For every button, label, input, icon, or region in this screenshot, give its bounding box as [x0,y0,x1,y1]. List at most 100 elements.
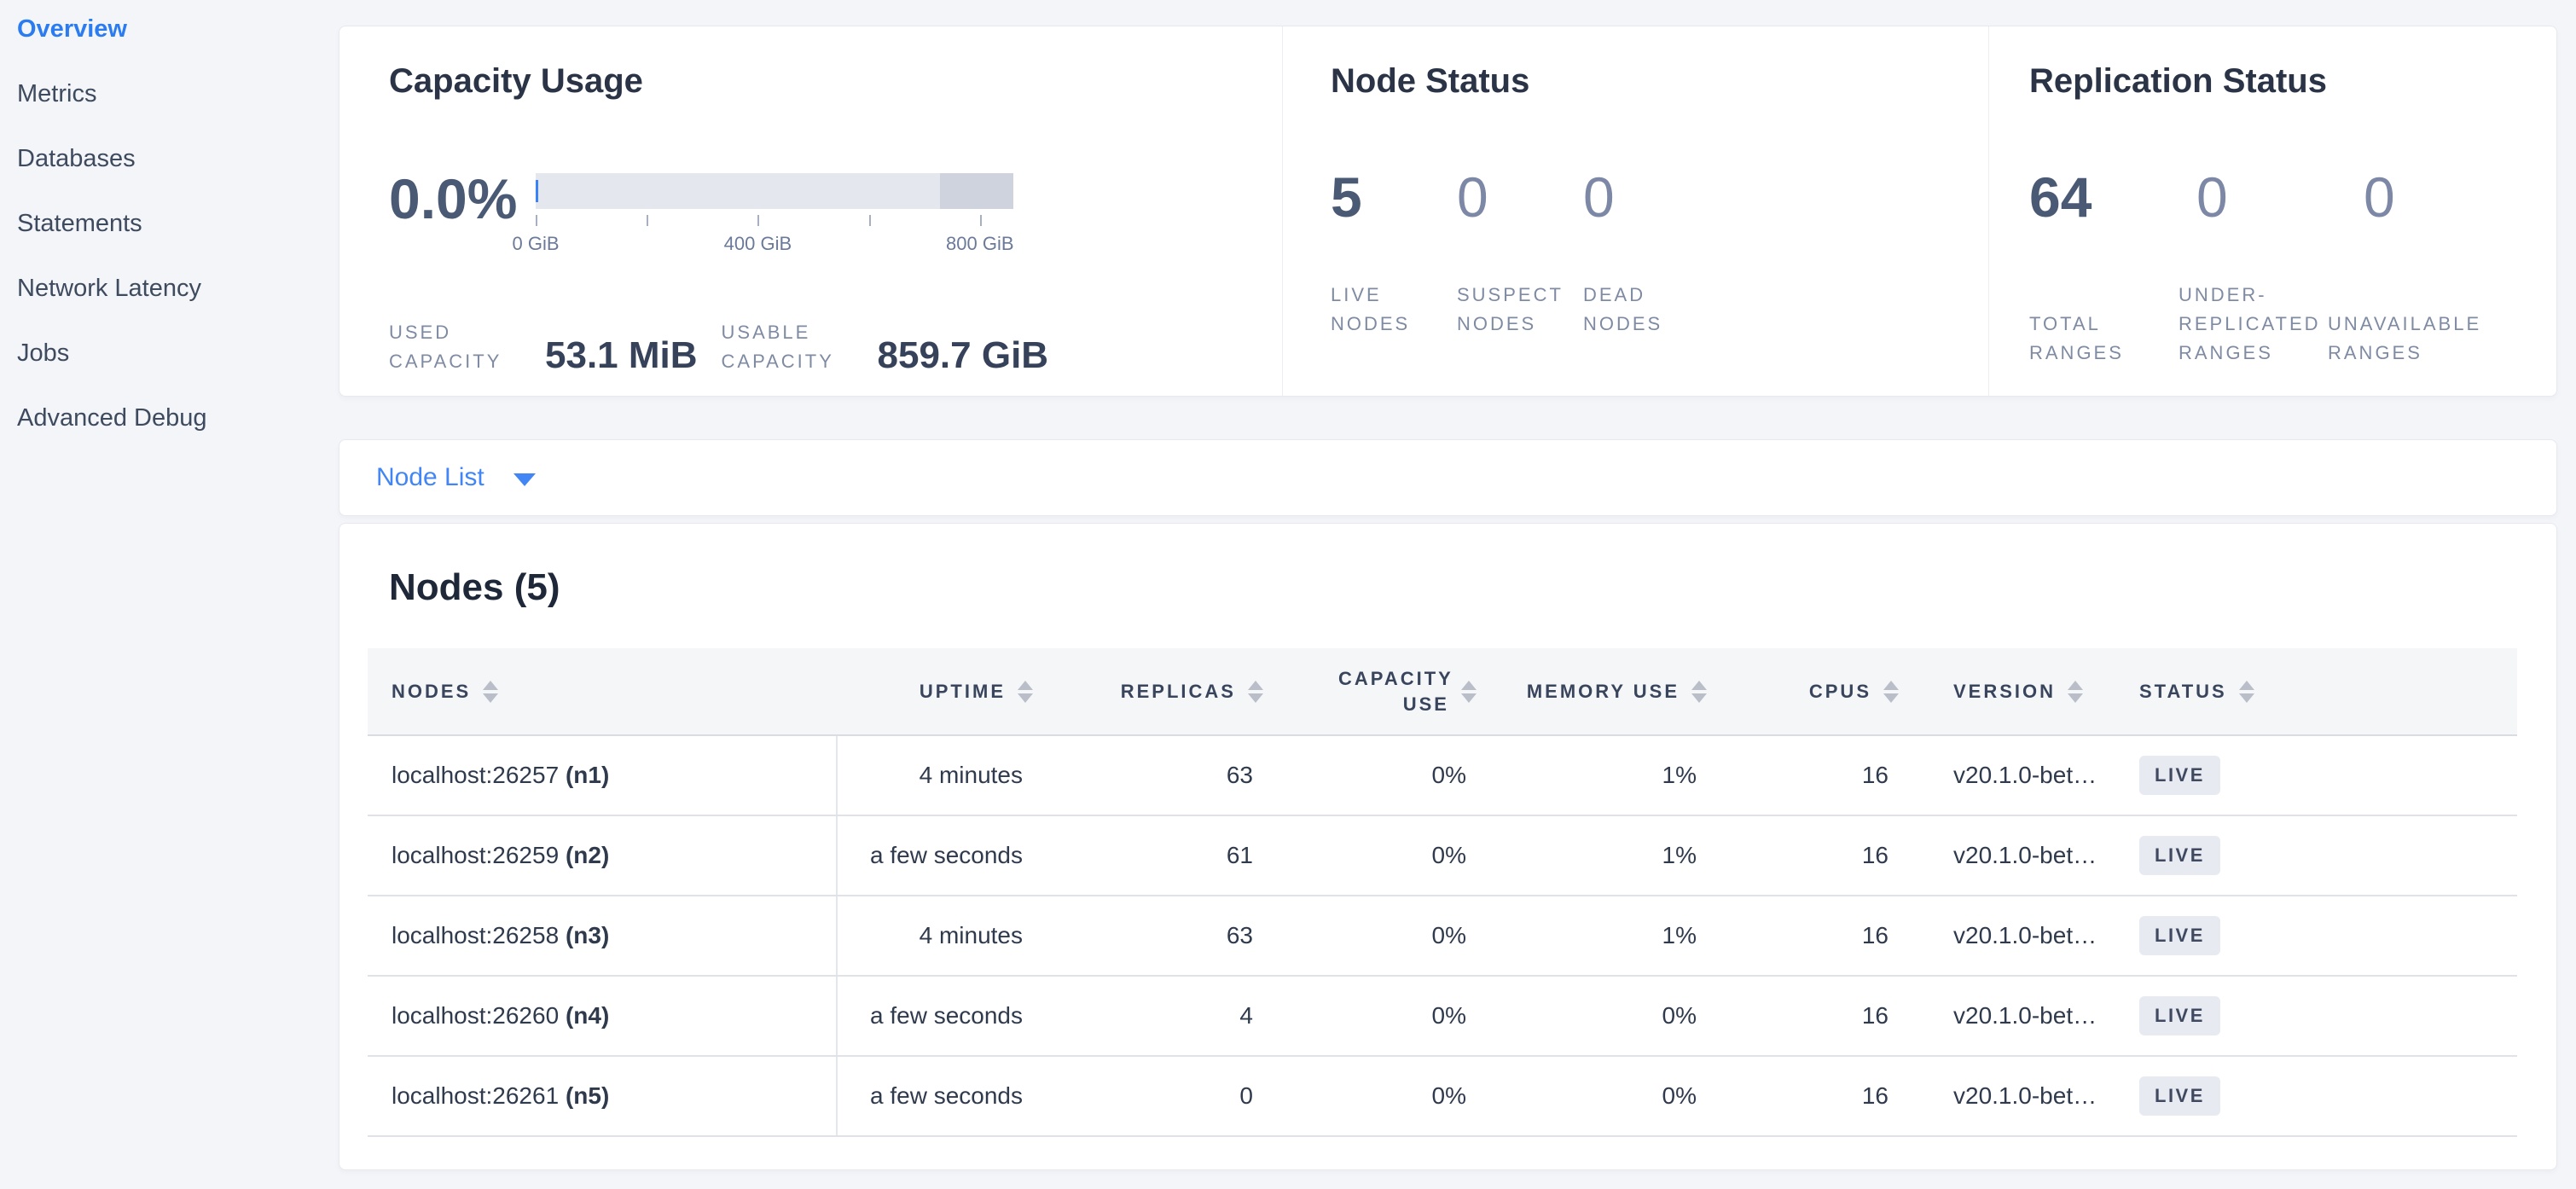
column-header-version[interactable]: VERSION [1899,648,2129,736]
nodes-table: NODES UPTIME REPLICAS CAPACITY USE MEMOR… [368,648,2517,1137]
unavailable-ranges-count: 0 [2364,165,2395,229]
capacity-use-cell: 0% [1263,896,1477,977]
sidebar-item-label: Overview [17,15,127,43]
cpus-cell: 16 [1707,976,1899,1057]
replication-status-section: Replication Status 64 0 0 TOTAL RANGES U… [1988,26,2556,396]
uptime-cell: 4 minutes [837,896,1033,977]
column-label: MEMORY USE [1526,680,1680,702]
status-badge: LIVE [2139,996,2220,1035]
column-label: CPUS [1808,680,1871,702]
sort-icon [2238,680,2254,703]
status-badge: LIVE [2139,756,2220,795]
replicas-cell: 4 [1033,976,1263,1057]
column-label: VERSION [1953,680,2057,702]
capacity-axis [536,215,1013,226]
dead-nodes-label: DEAD NODES [1583,284,1663,335]
sort-icon [1883,680,1899,703]
column-header-cpus[interactable]: CPUS [1707,648,1899,736]
uptime-cell: a few seconds [837,976,1033,1057]
capacity-use-cell: 0% [1263,735,1477,816]
version-cell: v20.1.0-bet… [1899,1056,2129,1137]
suspect-nodes-count: 0 [1457,165,1488,229]
sidebar-item-overview[interactable]: Overview [17,15,339,80]
column-label: CAPACITY USE [1338,667,1453,715]
sort-icon [1248,680,1263,703]
replicas-cell: 61 [1033,815,1263,896]
node-list-dropdown-label: Node List [376,463,484,491]
axis-tick [647,215,649,226]
cpus-cell: 16 [1707,735,1899,816]
cpus-cell: 16 [1707,1056,1899,1137]
memory-use-cell: 1% [1477,896,1707,977]
node-address-link[interactable]: localhost:26260 (n4) [392,1002,609,1029]
table-row-node-1: localhost:26257 (n1) 4 minutes 63 0% 1% … [368,735,2517,816]
axis-tick [757,215,760,226]
sort-icon [483,680,499,703]
capacity-used-percent: 0.0% [389,167,518,230]
column-header-capacity-use[interactable]: CAPACITY USE [1263,648,1477,736]
node-list-dropdown[interactable]: Node List [339,439,2557,516]
node-status-section: Node Status 5 0 0 LIVE NODES SUSPECT NOD… [1282,26,1988,396]
column-header-nodes[interactable]: NODES [368,648,837,736]
axis-label-400gib: 400 GiB [723,233,792,254]
capacity-use-cell: 0% [1263,976,1477,1057]
sidebar-item-jobs[interactable]: Jobs [17,339,339,404]
replicas-cell: 63 [1033,896,1263,977]
status-badge: LIVE [2139,836,2220,875]
node-id: (n1) [565,762,610,788]
sidebar-item-statements[interactable]: Statements [17,210,339,275]
sidebar-item-label: Metrics [17,80,97,107]
sidebar-item-label: Advanced Debug [17,404,207,432]
capacity-bar-chart: 0 GiB 400 GiB 800 GiB [512,173,1014,258]
sidebar-item-label: Databases [17,145,136,172]
capacity-usage-section: Capacity Usage 0.0% [339,26,1282,396]
memory-use-cell: 0% [1477,1056,1707,1137]
sidebar-item-label: Network Latency [17,275,201,302]
sidebar-item-network-latency[interactable]: Network Latency [17,275,339,339]
under-replicated-ranges-count: 0 [2196,165,2228,229]
sidebar-item-databases[interactable]: Databases [17,145,339,210]
node-address-link[interactable]: localhost:26259 (n2) [392,842,609,868]
sort-icon [2068,680,2084,703]
column-header-status[interactable]: STATUS [2129,648,2517,736]
table-row-node-2: localhost:26259 (n2) a few seconds 61 0%… [368,815,2517,896]
column-header-replicas[interactable]: REPLICAS [1033,648,1263,736]
used-capacity-label: USED CAPACITY [389,322,502,373]
column-header-uptime[interactable]: UPTIME [837,648,1033,736]
nodes-table-card: Nodes (5) NODES UPTIME REPLICAS CAPACITY… [339,523,2557,1170]
version-cell: v20.1.0-bet… [1899,815,2129,896]
version-cell: v20.1.0-bet… [1899,896,2129,977]
node-address: localhost:26258 [392,922,560,948]
under-replicated-ranges-label: UNDER-REPLICATED RANGES [2179,284,2321,364]
replication-status-title: Replication Status [2029,62,2327,100]
uptime-cell: a few seconds [837,815,1033,896]
capacity-use-cell: 0% [1263,815,1477,896]
live-nodes-count: 5 [1331,165,1362,229]
sort-icon [1018,680,1033,703]
axis-label-0gib: 0 GiB [512,233,560,254]
column-label: REPLICAS [1120,680,1236,702]
cpus-cell: 16 [1707,896,1899,977]
nodes-table-title: Nodes (5) [389,566,560,608]
node-address-link[interactable]: localhost:26261 (n5) [392,1082,609,1109]
node-id: (n5) [565,1082,610,1109]
capacity-bar [536,173,1013,209]
axis-tick [979,215,982,226]
sidebar-item-advanced-debug[interactable]: Advanced Debug [17,404,339,469]
table-header-row: NODES UPTIME REPLICAS CAPACITY USE MEMOR… [368,648,2517,736]
node-address-link[interactable]: localhost:26258 (n3) [392,922,609,948]
node-id: (n3) [565,922,610,948]
node-address: localhost:26259 [392,842,560,868]
column-label: UPTIME [919,680,1006,702]
status-badge: LIVE [2139,916,2220,955]
uptime-cell: 4 minutes [837,735,1033,816]
capacity-use-cell: 0% [1263,1056,1477,1137]
column-label: NODES [392,680,472,702]
sidebar-item-metrics[interactable]: Metrics [17,80,339,145]
node-address: localhost:26261 [392,1082,560,1109]
column-header-memory-use[interactable]: MEMORY USE [1477,648,1707,736]
sort-icon [1461,680,1477,703]
used-capacity-value: 53.1 MiB [545,334,698,377]
usable-capacity-value: 859.7 GiB [877,334,1049,377]
node-address-link[interactable]: localhost:26257 (n1) [392,762,609,788]
